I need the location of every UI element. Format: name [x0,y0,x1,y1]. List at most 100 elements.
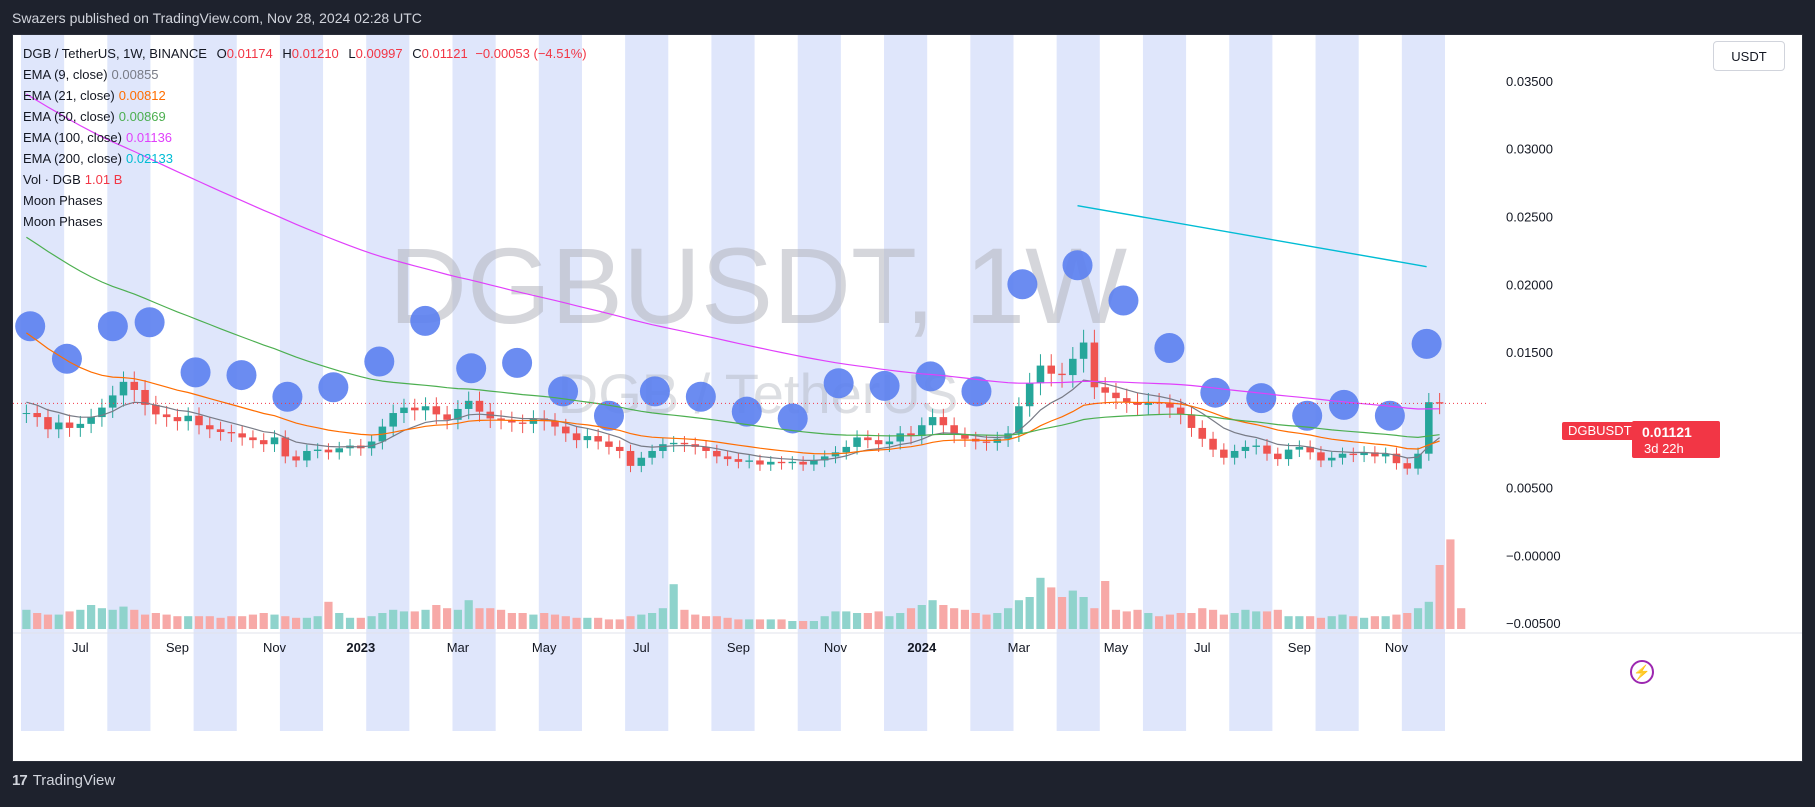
legend-volume[interactable]: Vol · DGB 1.01 B [23,169,587,190]
ema-100-label: EMA (100, close) [23,130,122,145]
volume-bar [238,616,247,629]
candle [227,432,236,434]
candle [1338,453,1347,458]
moon-phase-marker [502,347,533,378]
volume-bar [130,609,139,629]
y-tick-label: 0.02500 [1506,209,1553,224]
volume-bar [324,601,333,629]
vol-label: Vol · DGB [23,172,81,187]
volume-bar [1403,613,1412,629]
candle [1425,402,1433,454]
moon-phase-marker [777,403,808,434]
legend-moon-phases-2[interactable]: Moon Phases [23,214,103,229]
moon-phase-marker [731,396,762,427]
volume-bar [443,608,452,629]
volume-bar [928,600,937,629]
candle [669,442,678,445]
candle [1025,383,1034,407]
volume-bar [1327,616,1336,629]
y-tick-label: 0.00500 [1506,481,1553,496]
candle [141,389,149,405]
candle [540,418,548,422]
moon-phase-marker [1062,250,1093,281]
moon-phase-marker [272,381,303,412]
candle [1015,406,1023,434]
candle [184,415,192,422]
volume-bar [173,616,182,629]
volume-bar [950,608,959,629]
legend-ema-200[interactable]: EMA (200, close) 0.02133 [23,148,587,169]
volume-bar [453,609,463,629]
ema-21-label: EMA (21, close) [23,88,115,103]
legend-ema-100[interactable]: EMA (100, close) 0.01136 [23,127,587,148]
volume-bar [561,616,570,629]
candle [820,456,829,461]
volume-bar [852,613,862,629]
volume-bar [496,609,506,629]
candle [713,450,721,457]
y-tick-label: 0.03500 [1506,74,1553,89]
candle [518,422,527,424]
volume-bar [184,616,193,629]
volume-bar [76,609,85,629]
volume-bar [1025,597,1034,629]
volume-bar [119,606,128,629]
candle [1252,445,1260,447]
candle [734,459,743,462]
top-bar: Swazers published on TradingView.com, No… [0,0,1815,34]
x-tick-label: Sep [727,640,750,655]
candle [259,440,268,445]
legend: DGB / TetherUS, 1W, BINANCE O0.01174 H0.… [23,43,587,232]
legend-ema-9[interactable]: EMA (9, close) 0.00855 [23,64,587,85]
candle [119,381,128,396]
x-tick-label: Mar [1008,640,1031,655]
volume-bar [1014,600,1023,629]
volume-bar [1316,617,1326,629]
legend-ohlc-row[interactable]: DGB / TetherUS, 1W, BINANCE O0.01174 H0.… [23,43,587,64]
volume-bar [410,611,419,629]
volume-bar [345,617,355,629]
legend-ema-50[interactable]: EMA (50, close) 0.00869 [23,106,587,127]
candle [1381,453,1390,457]
currency-unit-button[interactable]: USDT [1713,41,1785,71]
volume-bar [540,613,549,629]
volume-bar [745,619,754,629]
volume-bar [637,614,646,629]
legend-low: 0.00997 [355,46,403,61]
volume-bar [917,605,926,629]
candle [1360,452,1368,456]
legend-moon-phases-1[interactable]: Moon Phases [23,193,103,208]
volume-bar [842,611,851,629]
volume-bar [464,600,473,629]
legend-ema-21[interactable]: EMA (21, close) 0.00812 [23,85,587,106]
ema-21-line [26,332,1440,455]
chart-panel[interactable]: DGBUSDT, 1W DGB / TetherUS 0.03500 0.03000 0… [12,34,1803,762]
candle [551,421,559,427]
candle [389,413,397,427]
x-tick-label: Mar [447,640,470,655]
moon-phase-band [1315,35,1359,731]
candle [1058,373,1066,376]
candle [249,437,257,441]
watermark-title: DGBUSDT, 1W [389,225,1127,346]
candle [1090,342,1099,388]
lightning-icon[interactable]: ⚡ [1630,660,1654,684]
volume-bar [270,614,279,629]
candle [1209,438,1217,450]
volume-bar [54,614,63,629]
volume-bar [1187,613,1196,629]
volume-bar [1090,608,1099,629]
candle [173,417,182,422]
candle [44,417,52,430]
candle [454,408,462,420]
candle [572,433,581,441]
moon-phase-marker [1154,332,1185,363]
x-tick-label: Jul [633,640,650,655]
volume-bar [507,613,516,629]
volume-bar [248,614,258,629]
candle [1241,446,1250,451]
candle [1306,446,1314,453]
volume-bar [33,613,42,629]
x-tick-label: 2023 [346,640,375,655]
